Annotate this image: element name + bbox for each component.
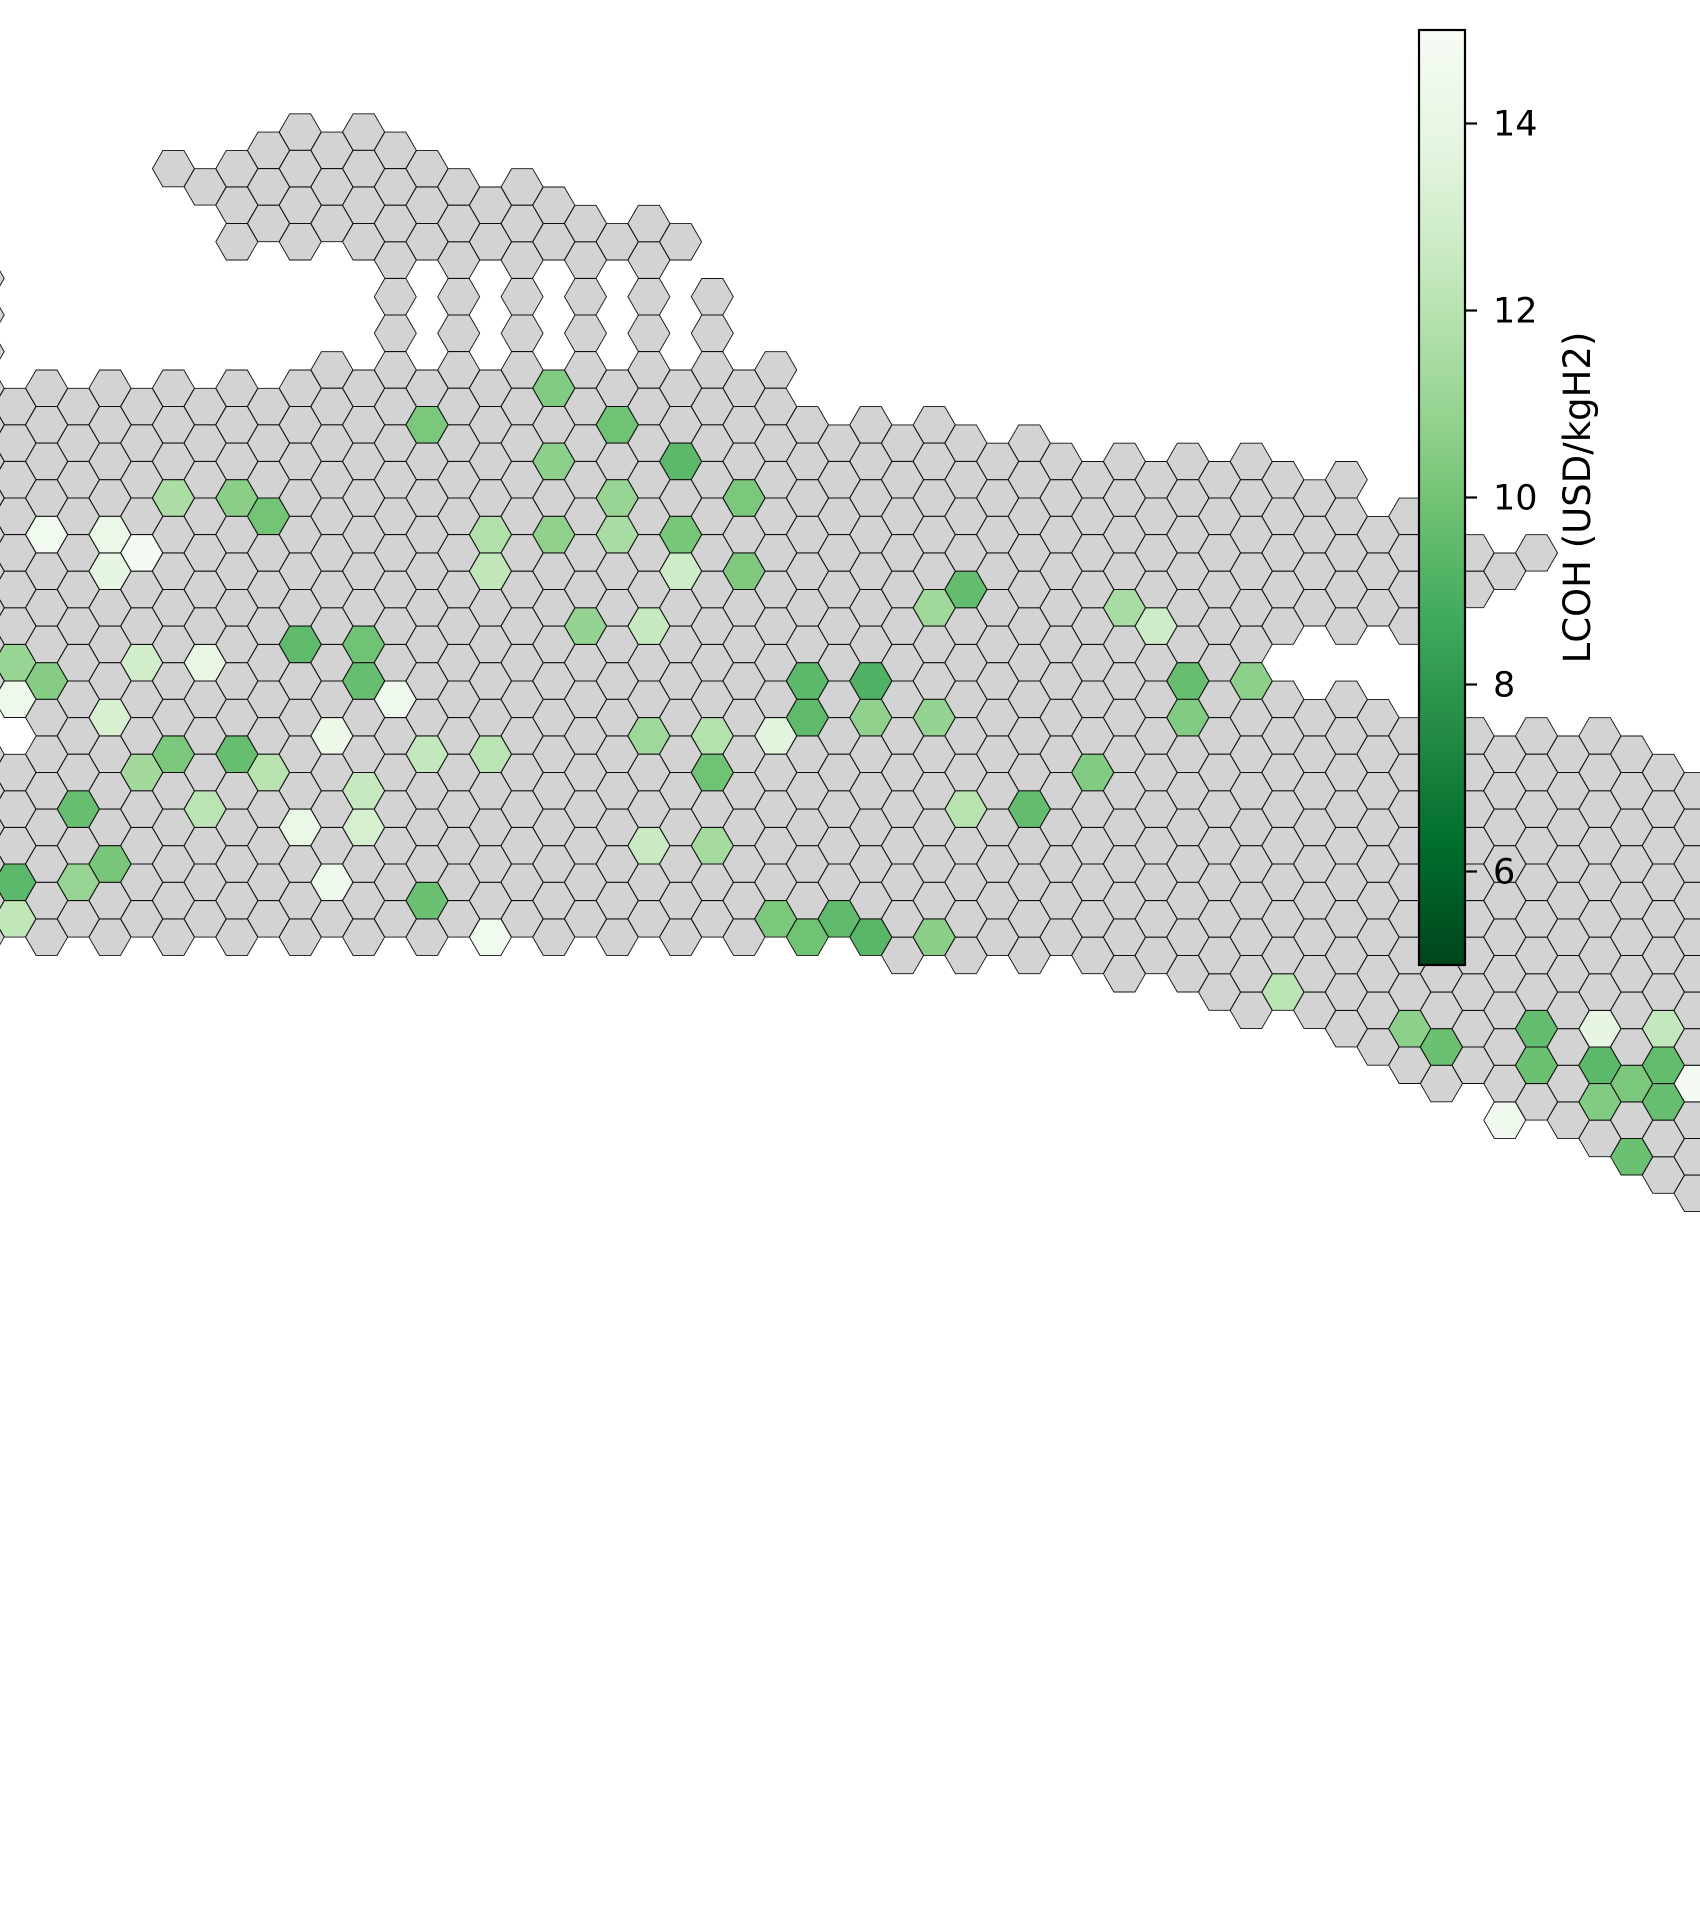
hex-cell-no-data — [278, 223, 322, 261]
colorbar: 6 8 10 12 14 LCOH (USD/kgH2) — [1417, 28, 1599, 967]
hex-cell-no-data — [373, 278, 417, 316]
hex-cell-lcoh — [785, 918, 829, 956]
hex-cell-no-data — [215, 918, 259, 956]
hex-cell-no-data — [0, 453, 5, 470]
hex-cell-lcoh — [1483, 1101, 1527, 1139]
hex-cell-no-data — [880, 936, 925, 975]
hex-cell-no-data — [1102, 955, 1146, 993]
hex-cell-no-data — [0, 636, 5, 653]
hex-cell-no-data — [0, 892, 5, 909]
hex-cell-no-data — [595, 918, 639, 956]
colorbar-tick-label: 14 — [1493, 105, 1538, 145]
hex-cell-no-data — [151, 918, 195, 956]
hex-cell-no-data — [25, 918, 69, 956]
hex-cell-lcoh — [468, 918, 512, 956]
hex-cell-no-data — [532, 918, 576, 956]
hex-cell-no-data — [563, 314, 608, 352]
hex-cell-no-data — [500, 278, 544, 316]
hex-cell-no-data — [0, 306, 5, 324]
hex-cell-no-data — [1419, 1064, 1463, 1103]
hex-cell-no-data — [0, 672, 5, 690]
hex-cell-no-data — [690, 278, 734, 316]
hex-cell-no-data — [0, 563, 5, 580]
hex-cell-no-data — [342, 918, 386, 956]
hex-cell-no-data — [0, 746, 5, 763]
hex-cell-no-data — [944, 936, 988, 975]
hex-cell-no-data — [88, 918, 132, 956]
hex-grid — [0, 113, 1700, 1213]
hex-cell-no-data — [405, 918, 449, 956]
hex-cell-no-data — [627, 314, 671, 352]
hex-cell-no-data — [1229, 991, 1273, 1030]
colorbar-tick-label: 10 — [1493, 479, 1538, 519]
hex-cell-no-data — [500, 314, 544, 352]
hex-cell-no-data — [1324, 607, 1368, 645]
hex-cell-no-data — [437, 314, 481, 352]
colorbar-ticks: 6 8 10 12 14 — [1465, 105, 1538, 893]
hex-cell-no-data — [0, 855, 5, 873]
hex-cell-no-data — [215, 223, 259, 261]
colorbar-tick-label: 8 — [1493, 666, 1515, 706]
hex-cell-no-data — [0, 416, 5, 433]
hex-cell-no-data — [0, 489, 5, 507]
hex-cell-no-data — [690, 314, 734, 352]
colorbar-tick-label: 6 — [1493, 853, 1515, 893]
hex-cell-no-data — [563, 278, 608, 316]
hex-cell-no-data — [0, 526, 5, 543]
hex-cell-no-data — [722, 918, 766, 956]
hex-cell-no-data — [0, 343, 5, 360]
hex-cell-no-data — [373, 314, 417, 352]
hex-cell-no-data — [278, 918, 322, 956]
hex-cell-no-data — [437, 278, 481, 316]
hex-cell-no-data — [1673, 1174, 1700, 1213]
hex-cell-no-data — [0, 819, 5, 836]
hex-cell-no-data — [627, 278, 671, 316]
colorbar-label: LCOH (USD/kgH2) — [1556, 332, 1599, 664]
hex-cell-no-data — [659, 918, 703, 956]
hex-cell-no-data — [0, 380, 5, 397]
hex-cell-no-data — [1007, 936, 1051, 975]
hex-cell-no-data — [0, 929, 5, 946]
hex-cell-no-data — [0, 270, 5, 287]
colorbar-gradient — [1417, 28, 1467, 967]
colorbar-tick-label: 12 — [1493, 292, 1538, 332]
hex-cell-no-data — [0, 782, 5, 799]
hex-cell-no-data — [0, 599, 5, 616]
